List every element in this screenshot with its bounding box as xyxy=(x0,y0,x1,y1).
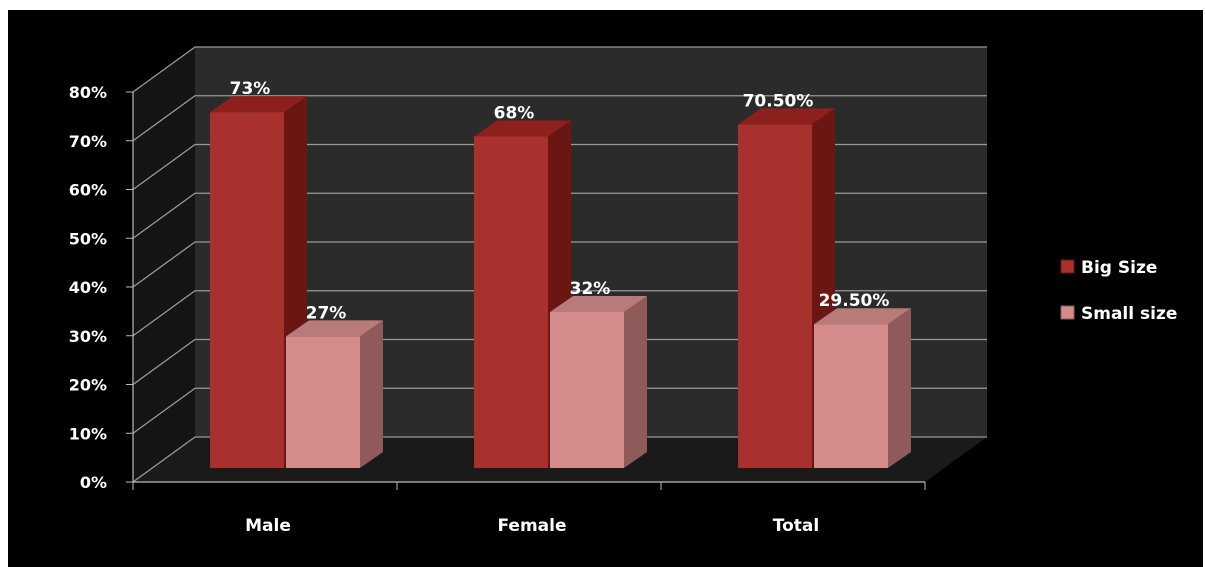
y-tick-label: 40% xyxy=(69,278,107,297)
gridline xyxy=(132,290,987,337)
gridline xyxy=(132,46,987,93)
bar xyxy=(814,308,911,468)
gridline xyxy=(132,95,987,142)
bar-top xyxy=(738,108,835,125)
y-tick-label: 10% xyxy=(69,424,107,443)
bar-side xyxy=(624,296,647,468)
y-tick-label: 0% xyxy=(80,473,107,492)
gridline xyxy=(132,436,987,483)
data-label: 29.50% xyxy=(819,291,890,311)
bar-front xyxy=(738,124,812,468)
gridline xyxy=(132,143,987,191)
bar xyxy=(550,296,647,468)
data-label: 73% xyxy=(230,79,271,99)
legend-label: Big Size xyxy=(1081,258,1157,278)
bar-side xyxy=(888,308,911,468)
y-tick-label: 80% xyxy=(69,83,107,102)
gridline xyxy=(132,241,987,288)
category-label: Total xyxy=(773,516,819,536)
data-label: 27% xyxy=(306,303,347,323)
category-label: Male xyxy=(245,516,291,536)
legend-label: Small size xyxy=(1081,304,1177,324)
bar-front xyxy=(286,336,360,468)
gridline xyxy=(132,192,987,239)
bar-top xyxy=(210,96,307,113)
bar-front xyxy=(814,324,888,468)
gridline xyxy=(132,338,987,386)
bar-front xyxy=(210,112,284,468)
bar-top xyxy=(814,308,911,325)
y-tick-label: 70% xyxy=(69,132,107,151)
bar-top xyxy=(286,320,383,337)
bar-front xyxy=(474,136,548,468)
gridline xyxy=(132,387,987,434)
data-label: 68% xyxy=(494,104,535,124)
category-label: Female xyxy=(498,516,567,536)
bar-side xyxy=(360,320,383,468)
y-tick-label: 60% xyxy=(69,181,107,200)
y-tick-label: 20% xyxy=(69,376,107,395)
data-label: 70.50% xyxy=(743,91,814,111)
bar xyxy=(286,320,383,468)
legend-swatch xyxy=(1060,259,1075,274)
legend-swatch xyxy=(1060,305,1075,320)
bar-top xyxy=(550,296,647,312)
bar-front xyxy=(550,312,624,468)
y-tick-label: 50% xyxy=(69,229,107,248)
data-label: 32% xyxy=(570,279,611,299)
y-tick-label: 30% xyxy=(69,327,107,346)
bar-top xyxy=(474,120,571,137)
